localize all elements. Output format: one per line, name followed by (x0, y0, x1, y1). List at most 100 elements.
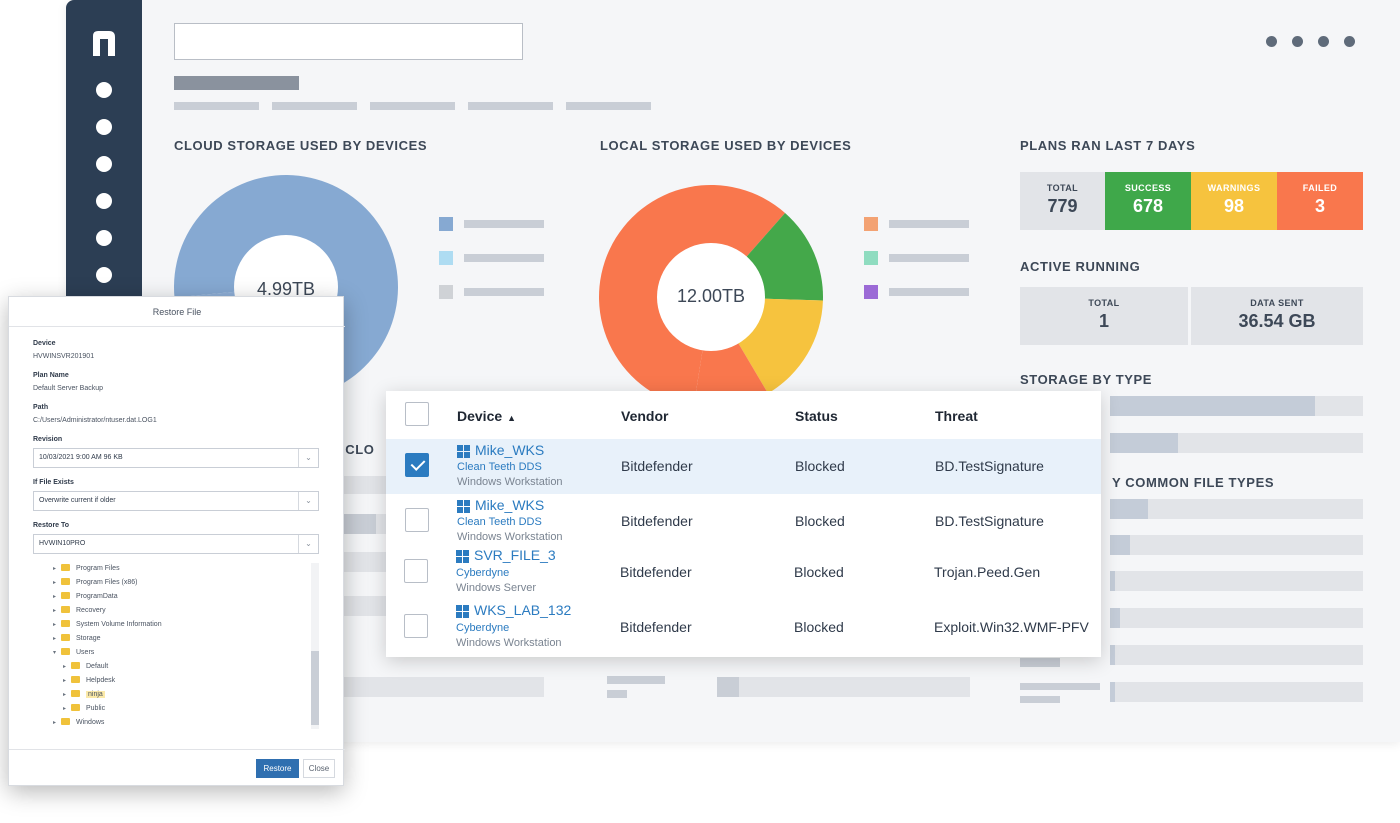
device-org-link[interactable]: Clean Teeth DDS (457, 516, 542, 528)
close-button[interactable]: Close (303, 759, 335, 778)
tab-placeholder-5[interactable] (566, 102, 651, 110)
caret-right-icon[interactable]: ▸ (53, 622, 57, 628)
tree-item-label: Storage (76, 635, 101, 642)
table-row[interactable]: WKS_LAB_132 Cyberdyne Windows Workstatio… (386, 600, 1101, 655)
tree-scrollbar-thumb[interactable] (311, 651, 319, 725)
status-column-header[interactable]: Status (795, 408, 838, 424)
vendor-column-header[interactable]: Vendor (621, 408, 669, 424)
caret-right-icon[interactable]: ▸ (53, 594, 57, 600)
tree-item[interactable]: ▸ Windows (53, 717, 104, 728)
tree-item[interactable]: ▸ ProgramData (53, 591, 118, 602)
device-name-link[interactable]: SVR_FILE_3 (474, 547, 556, 563)
if-file-exists-select[interactable]: Overwrite current if older ⌄ (33, 491, 319, 511)
revision-select[interactable]: 10/03/2021 9:00 AM 96 KB ⌄ (33, 448, 319, 468)
tree-item[interactable]: ▸ System Volume Information (53, 619, 162, 630)
device-name-link[interactable]: WKS_LAB_132 (474, 602, 572, 618)
nav-item-4[interactable] (96, 193, 112, 209)
tree-item[interactable]: ▸ Recovery (53, 605, 106, 616)
storage-type-bar-1 (1110, 396, 1363, 416)
table-row[interactable]: Mike_WKS Clean Teeth DDS Windows Worksta… (386, 494, 1101, 549)
device-org-link[interactable]: Cyberdyne (456, 567, 510, 579)
caret-right-icon[interactable]: ▸ (53, 566, 57, 572)
file-type-bar-4-fill (1110, 608, 1121, 628)
device-type: Windows Workstation (456, 637, 562, 649)
tree-item[interactable]: ▸ Program Files (53, 563, 120, 574)
row-checkbox[interactable] (404, 559, 428, 583)
file-type-label-placeholder-2 (1020, 683, 1100, 690)
storage-by-type-title: STORAGE BY TYPE (1020, 372, 1153, 387)
tree-scrollbar[interactable] (311, 563, 319, 729)
tree-item[interactable]: ▸ ninja (63, 689, 105, 700)
dialog-title: Restore File (9, 297, 345, 327)
tree-item[interactable]: ▾ Users (53, 647, 94, 658)
plans-success-value: 678 (1132, 196, 1164, 216)
tree-item-label: Windows (76, 719, 105, 726)
local-legend-label-3 (889, 288, 969, 296)
storage-type-bar-2 (1110, 433, 1363, 453)
device-name-link[interactable]: Mike_WKS (475, 497, 545, 513)
table-row[interactable]: SVR_FILE_3 Cyberdyne Windows Server Bitd… (386, 545, 1101, 600)
local-storage-title: LOCAL STORAGE USED BY DEVICES (600, 138, 852, 153)
tab-placeholder-4[interactable] (468, 102, 553, 110)
cloud-legend-swatch-2 (439, 251, 453, 265)
device-org-link[interactable]: Clean Teeth DDS (457, 461, 542, 473)
more-menu-icon[interactable] (1266, 36, 1355, 47)
status-cell: Blocked (795, 458, 845, 474)
caret-right-icon[interactable]: ▸ (63, 706, 67, 712)
table-row[interactable]: Mike_WKS Clean Teeth DDS Windows Worksta… (386, 439, 1101, 494)
nav-item-1[interactable] (96, 82, 112, 98)
status-cell: Blocked (794, 619, 844, 635)
partial-bar-6 (717, 677, 970, 697)
search-input[interactable] (174, 23, 523, 60)
device-org-link[interactable]: Cyberdyne (456, 622, 510, 634)
ninja-logo[interactable] (90, 28, 118, 58)
file-type-label-placeholder-3 (1020, 696, 1060, 703)
tab-placeholder-1[interactable] (174, 102, 259, 110)
tab-placeholder-3[interactable] (370, 102, 455, 110)
caret-right-icon[interactable]: ▸ (63, 692, 67, 698)
row-checkbox[interactable] (404, 614, 428, 638)
restore-button[interactable]: Restore (256, 759, 299, 778)
tree-item-label: System Volume Information (76, 621, 162, 628)
active-data-sent-box: DATA SENT 36.54 GB (1191, 287, 1363, 345)
threat-column-header[interactable]: Threat (935, 408, 978, 424)
caret-right-icon[interactable]: ▸ (63, 678, 67, 684)
cloud-legend-label-3 (464, 288, 544, 296)
folder-icon (61, 578, 70, 585)
row-checkbox[interactable] (405, 508, 429, 532)
caret-right-icon[interactable]: ▸ (53, 636, 57, 642)
caret-right-icon[interactable]: ▸ (63, 664, 67, 670)
select-all-checkbox[interactable] (405, 402, 429, 426)
device-column-header[interactable]: Device ▲ (457, 408, 516, 424)
partial-bar-5 (344, 677, 544, 697)
nav-item-3[interactable] (96, 156, 112, 172)
caret-down-icon[interactable]: ▾ (53, 650, 57, 656)
if-file-exists-value: Overwrite current if older (39, 497, 116, 504)
caret-right-icon[interactable]: ▸ (53, 720, 57, 726)
dialog-footer-divider (9, 749, 345, 750)
folder-tree: ▸ Program Files ▸ Program Files (x86) ▸ Progr… (33, 563, 319, 731)
nav-item-5[interactable] (96, 230, 112, 246)
device-name-link[interactable]: Mike_WKS (475, 442, 545, 458)
tree-item[interactable]: ▸ Helpdesk (63, 675, 115, 686)
restore-to-value: HVWIN10PRO (39, 540, 86, 547)
tree-item[interactable]: ▸ Public (63, 703, 105, 714)
caret-right-icon[interactable]: ▸ (53, 580, 57, 586)
nav-item-2[interactable] (96, 119, 112, 135)
folder-icon (71, 704, 80, 711)
threats-table: Device ▲ Vendor Status Threat Mike_WKS Cl… (386, 391, 1101, 657)
folder-icon (71, 676, 80, 683)
tree-item[interactable]: ▸ Default (63, 661, 108, 672)
restore-to-select[interactable]: HVWIN10PRO ⌄ (33, 534, 319, 554)
nav-item-6[interactable] (96, 267, 112, 283)
tree-item[interactable]: ▸ Storage (53, 633, 101, 644)
row-checkbox[interactable] (405, 453, 429, 477)
partial-label-2 (607, 690, 627, 698)
tree-item[interactable]: ▸ Program Files (x86) (53, 577, 137, 588)
vendor-cell: Bitdefender (621, 513, 693, 529)
device-type: Windows Workstation (457, 531, 563, 543)
tab-placeholder-2[interactable] (272, 102, 357, 110)
folder-icon (71, 662, 80, 669)
path-label: Path (33, 404, 49, 411)
caret-right-icon[interactable]: ▸ (53, 608, 57, 614)
